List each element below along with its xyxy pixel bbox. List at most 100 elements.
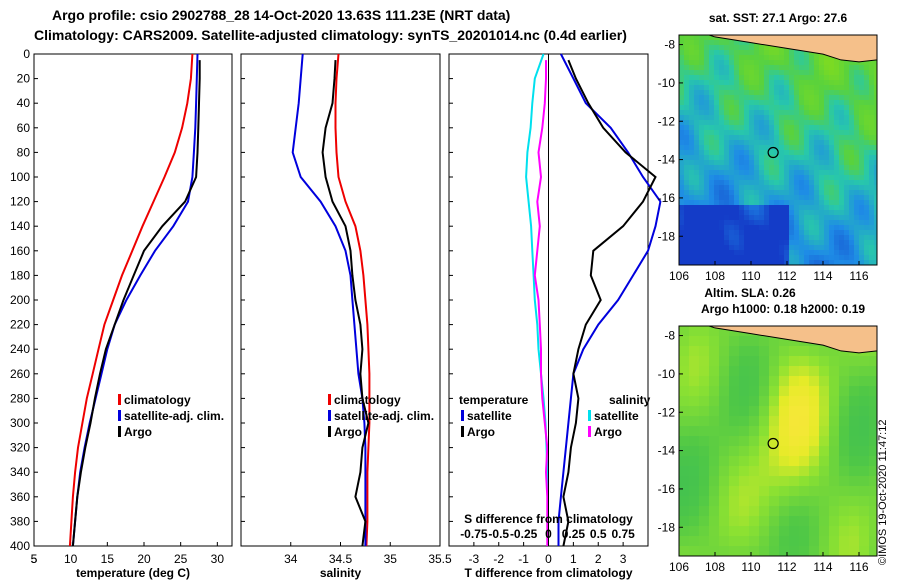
map-cell [744, 150, 749, 155]
map-y-tick-label: -16 [658, 482, 676, 496]
map-cell [814, 215, 819, 220]
map-cell [799, 376, 809, 386]
map-cell [784, 205, 789, 210]
map-cell [824, 185, 829, 190]
map-cell [724, 155, 729, 160]
map-cell [849, 456, 859, 466]
map-cell [829, 255, 834, 260]
map-cell [759, 90, 764, 95]
map-cell [719, 195, 724, 200]
map-cell [764, 90, 769, 95]
map-cell [849, 60, 854, 65]
map-cell [719, 90, 724, 95]
map-cell [764, 65, 769, 70]
map-cell [859, 356, 869, 366]
map-cell [734, 110, 739, 115]
map-cell [679, 125, 684, 130]
map-cell [799, 160, 804, 165]
map-cell [849, 185, 854, 190]
map-cell [824, 205, 829, 210]
map-cell [749, 446, 759, 456]
map-cell [834, 115, 839, 120]
map-cell [809, 170, 814, 175]
map-cell [764, 110, 769, 115]
map-cell [814, 130, 819, 135]
map-cell [679, 205, 684, 210]
map-cell [679, 110, 684, 115]
map-cell [774, 225, 779, 230]
map-cell [839, 446, 849, 456]
map-cell [829, 215, 834, 220]
map-cell [694, 160, 699, 165]
map-cell [779, 210, 784, 215]
map-cell [809, 175, 814, 180]
map-cell [814, 70, 819, 75]
map-cell [819, 396, 829, 406]
map-cell [739, 70, 744, 75]
map-cell [854, 220, 859, 225]
map-cell [689, 70, 694, 75]
map-cell [859, 85, 864, 90]
map-cell [739, 120, 744, 125]
map-cell [784, 80, 789, 85]
map-cell [849, 145, 854, 150]
map-cell [864, 220, 869, 225]
map-cell [714, 220, 719, 225]
map-cell [849, 110, 854, 115]
map-cell [699, 40, 704, 45]
map-cell [859, 240, 864, 245]
map-cell [819, 165, 824, 170]
map-cell [829, 250, 834, 255]
map-cell [739, 346, 749, 356]
map-cell [789, 476, 799, 486]
map-cell [709, 240, 714, 245]
map-cell [819, 235, 824, 240]
map-cell [804, 210, 809, 215]
map-cell [809, 486, 819, 496]
map-cell [739, 85, 744, 90]
map-cell [754, 65, 759, 70]
map-cell [839, 185, 844, 190]
series-line-satellite-adj--clim- [71, 53, 199, 547]
map-cell [869, 115, 874, 120]
map-cell [739, 155, 744, 160]
map-cell [799, 476, 809, 486]
map-x-tick-label: 108 [705, 560, 725, 574]
map-cell [859, 180, 864, 185]
map-cell [774, 215, 779, 220]
map-cell [819, 516, 829, 526]
map-cell [809, 376, 819, 386]
map-cell [744, 210, 749, 215]
map-cell [799, 486, 809, 496]
map-cell [689, 175, 694, 180]
map-cell [719, 135, 724, 140]
map-cell [849, 195, 854, 200]
map-cell [854, 225, 859, 230]
map-cell [834, 155, 839, 160]
map-cell [804, 175, 809, 180]
map-cell [869, 130, 874, 135]
legend-label: climatology [334, 393, 401, 407]
map-cell [749, 205, 754, 210]
map-cell [859, 140, 864, 145]
map-cell [729, 250, 734, 255]
legend-swatch [118, 426, 121, 437]
map-cell [839, 145, 844, 150]
map-cell [744, 165, 749, 170]
map-cell [704, 250, 709, 255]
map-cell [799, 150, 804, 155]
map-cell [689, 165, 694, 170]
map-cell [759, 255, 764, 260]
map-cell [869, 536, 877, 546]
map-cell [714, 255, 719, 260]
map-cell [799, 506, 809, 516]
y-tick-label: 220 [10, 318, 30, 332]
map-cell [849, 90, 854, 95]
map-cell [764, 175, 769, 180]
map-cell [814, 135, 819, 140]
map-cell [794, 185, 799, 190]
y-tick-label: 380 [10, 514, 30, 528]
map-cell [769, 210, 774, 215]
map-cell [774, 165, 779, 170]
chart-title-line1: Argo profile: csio 2902788_28 14-Oct-202… [52, 7, 511, 23]
